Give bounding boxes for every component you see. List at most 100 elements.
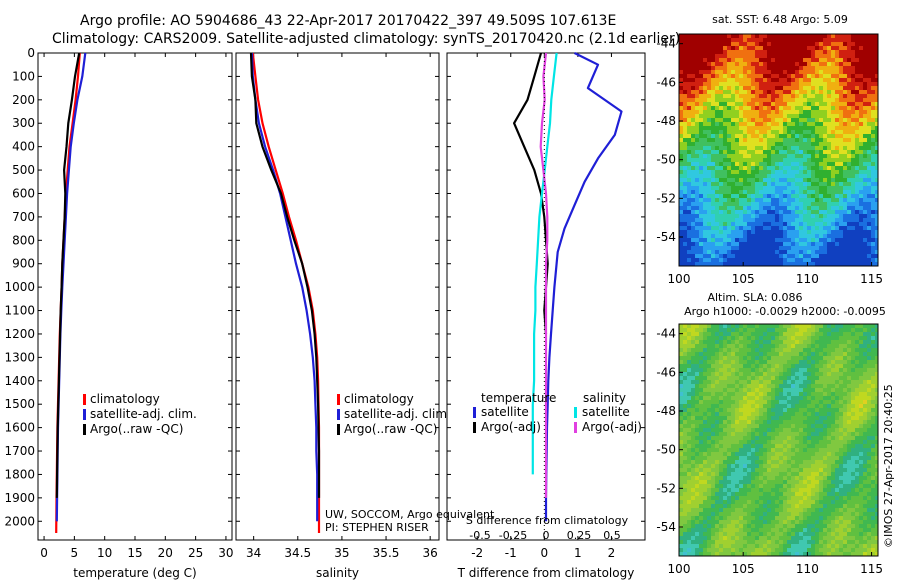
legend-label: satellite [481,405,529,419]
x-tick-label: 35 [334,546,349,560]
legend-label: Argo(..raw -QC) [344,422,437,436]
imos-stamp: ©IMOS 27-Apr-2017 20:40:25 [882,384,895,548]
x-tick-label: -2 [471,546,483,560]
map-x-tick-label: 105 [732,272,755,286]
legend-swatch [574,407,577,418]
x-tick-label: 1 [574,546,582,560]
argo-raw-qc-line [55,52,81,498]
map-x-tick-label: 115 [860,562,883,576]
y-tick-label: 1600 [4,421,35,435]
x-tick-label: 2 [608,546,616,560]
map-x-tick-label: 105 [732,562,755,576]
x-tick-label: 5 [71,546,79,560]
y-tick-label: 300 [12,116,35,130]
map-x-tick-label: 100 [668,562,691,576]
legend-label: satellite [582,405,630,419]
y-tick-label: 1100 [4,304,35,318]
x-tick-label: 36 [423,546,438,560]
x-axis-label: temperature (deg C) [73,566,196,580]
y-tick-label: 2000 [4,514,35,528]
map-y-tick-label: -48 [656,404,676,418]
legend-label: climatology [344,392,414,406]
x-tick-label: -1 [505,546,517,560]
satellite-adj-clim-line [250,52,319,522]
sla-map-subtitle: Argo h1000: -0.0029 h2000: -0.0095 [684,305,886,318]
legend-label: satellite-adj. clim. [344,407,451,421]
x-axis-label: T difference from climatology [457,566,635,580]
x-axis-label: salinity [316,566,359,580]
map-x-tick-label: 100 [668,272,691,286]
map-y-tick-label: -50 [656,153,676,167]
x-tick-label: 34 [246,546,261,560]
sla-heatmap-cells [679,324,878,556]
y-tick-label: 1800 [4,467,35,481]
map-x-tick-label: 115 [860,272,883,286]
legend-title-salinity: salinity [583,391,626,405]
y-tick-label: 0 [27,46,35,60]
sst-map-panel: 100 105 110 115 -44 -46 -48 -50 -52 -54 [656,33,883,286]
s-tick-label: 0.25 [567,529,592,542]
sst-map-title: sat. SST: 6.48 Argo: 5.09 [712,13,848,26]
legend-label: climatology [90,392,160,406]
map-y-tick-label: -46 [656,365,676,379]
map-y-tick-label: -44 [656,327,676,341]
pi-note: PI: STEPHEN RISER [325,521,429,534]
x-tick-label: 0 [541,546,549,560]
y-tick-label: 1300 [4,350,35,364]
x-tick-label: 34.5 [284,546,311,560]
y-tick-label: 1900 [4,491,35,505]
legend-swatch [473,422,476,433]
map-frame [678,323,879,557]
x-tick-label: 20 [158,546,173,560]
s-tick-label: 0 [543,529,550,542]
legend-title-temperature: temperature [481,391,556,405]
y-tick-label: 800 [12,233,35,247]
legend-swatch [83,409,86,420]
legend-swatch [83,424,86,435]
x-tick-label: 35.5 [373,546,400,560]
figure-title-line2: Climatology: CARS2009. Satellite-adjuste… [52,31,680,47]
legend-label: satellite-adj. clim. [90,407,197,421]
legend-swatch [83,394,86,405]
map-y-tick-label: -48 [656,114,676,128]
y-tick-label: 200 [12,93,35,107]
legend-swatch [337,394,340,405]
map-y-tick-label: -54 [656,230,676,244]
y-tick-label: 600 [12,186,35,200]
map-y-tick-label: -52 [656,481,676,495]
sla-map-title: Altim. SLA: 0.086 [707,291,802,304]
legend-swatch [473,407,476,418]
legend-swatch [337,424,340,435]
top-axis-label: S difference from climatology [466,514,629,527]
map-y-tick-label: -44 [656,37,676,51]
x-tick-label: 25 [188,546,203,560]
source-note: UW, SOCCOM, Argo equivalent [325,508,495,521]
map-y-tick-label: -52 [656,191,676,205]
y-tick-label: 900 [12,257,35,271]
temperature-panel: 0100200300400500600700800900100011001200… [4,46,233,580]
legend-swatch [574,422,577,433]
s-tick-label: 0.5 [603,529,621,542]
y-tick-label: 700 [12,210,35,224]
map-y-tick-label: -50 [656,443,676,457]
x-tick-label: 30 [218,546,233,560]
legend-label: Argo(-adj) [481,420,541,434]
map-x-tick-label: 110 [796,272,819,286]
argo-raw-qc-line [249,52,321,498]
sla-map-panel: 100 105 110 115 -44 -46 -48 -50 -52 -54 [656,323,883,576]
s-tick-label: -0.25 [499,529,527,542]
y-tick-label: 500 [12,163,35,177]
y-tick-label: 1200 [4,327,35,341]
y-tick-label: 1400 [4,374,35,388]
x-tick-label: 10 [97,546,112,560]
map-y-tick-label: -46 [656,75,676,89]
sst-heatmap-cells [679,34,878,266]
y-tick-label: 1000 [4,280,35,294]
salinity-satellite-line [531,52,558,475]
y-tick-label: 400 [12,140,35,154]
legend-label: Argo(..raw -QC) [90,422,183,436]
y-tick-label: 1700 [4,444,35,458]
y-tick-label: 1500 [4,397,35,411]
difference-panel: -2 -1 0 1 2 T difference from climatology S di… [446,52,646,580]
plot-frame [235,52,440,541]
